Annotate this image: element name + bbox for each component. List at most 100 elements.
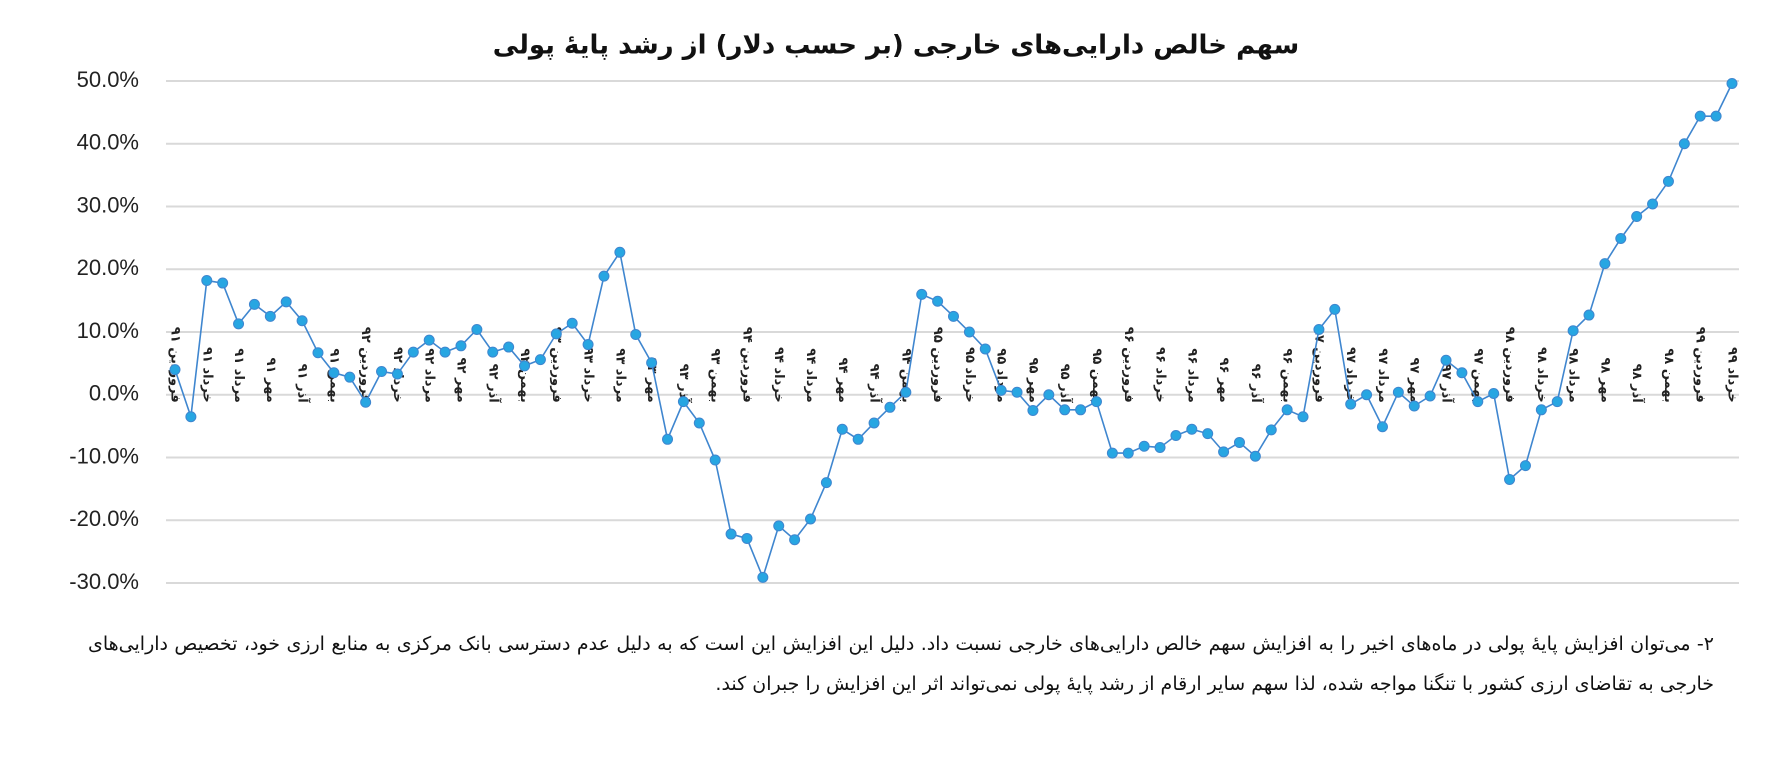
data-point [1059,404,1071,416]
x-tick-label: بهمن ۹۳ [708,348,723,402]
data-point [1424,390,1436,402]
data-point [1678,138,1690,150]
data-point [1075,404,1087,416]
data-point [1694,110,1706,122]
y-tick-label: -10.0% [69,443,139,468]
x-tick-label: مهر ۹۵ [1025,358,1040,403]
data-point [1376,421,1388,433]
data-point [789,534,801,546]
data-point [550,328,562,340]
data-point [519,360,531,372]
data-point [233,318,245,330]
data-point [1647,198,1659,210]
data-point [169,364,181,376]
x-tick-label: آذر ۹۳ [676,364,693,404]
x-tick-label: خرداد ۹۱ [199,347,214,403]
data-point [1329,303,1341,315]
data-point [534,354,546,366]
x-tick-label: مرداد ۹۸ [1566,348,1581,402]
data-point [963,326,975,338]
y-tick-label: -30.0% [69,569,139,594]
x-tick-label: فروردین ۹۵ [930,327,945,403]
data-point [1408,400,1420,412]
x-tick-label: فروردین ۹۲ [358,327,373,403]
data-point [1122,447,1134,459]
data-point [1472,396,1484,408]
data-point [1313,323,1325,335]
data-point [1265,424,1277,436]
data-point [1090,396,1102,408]
data-point [693,417,705,429]
y-tick-label: -20.0% [69,506,139,531]
x-tick-label: خرداد ۹۵ [962,347,977,403]
data-point [662,433,674,445]
x-tick-label: خرداد ۹۴ [771,347,786,403]
data-point [312,347,324,359]
data-point [1662,175,1674,187]
x-tick-label: خرداد ۹۸ [1534,347,1549,403]
data-point [217,277,229,289]
data-point [455,340,467,352]
x-tick-label: بهمن ۹۶ [1280,348,1295,402]
x-tick-label: آذر ۹۱ [295,364,312,404]
data-point [1615,233,1627,245]
x-tick-label: فروردین ۹۶ [1121,327,1136,403]
y-tick-label: 10.0% [77,318,139,343]
x-tick-label: آذر ۹۴ [867,364,884,404]
data-point [1138,440,1150,452]
data-point [1440,354,1452,366]
data-point [741,532,753,544]
x-tick-label: بهمن ۹۷ [1470,348,1485,402]
data-point [1011,386,1023,398]
data-point [582,339,594,351]
y-tick-label: 30.0% [77,192,139,217]
data-point [948,310,959,322]
x-tick-label: بهمن ۹۵ [1089,348,1104,402]
data-point [201,275,213,287]
chart: سهم خالص دارایی‌های خارجی (بر حسب دلار) … [69,31,1740,594]
x-tick-label: مرداد ۹۳ [612,348,627,402]
y-tick-label: 0.0% [89,381,139,406]
data-point [566,317,578,329]
data-point [1631,211,1643,223]
x-tick-label: خرداد ۹۹ [1725,347,1740,403]
x-tick-label: مرداد ۹۲ [422,348,437,402]
x-tick-label: آذر ۹۵ [1057,364,1074,404]
data-point [614,246,626,258]
data-point [1170,430,1182,442]
data-point [1535,404,1547,416]
data-point [709,454,721,466]
data-point [1519,460,1531,472]
data-point [407,346,419,358]
data-point [487,346,499,358]
data-point [1233,436,1245,448]
y-tick-label: 50.0% [77,67,139,92]
data-point [1027,404,1039,416]
data-point [836,423,848,435]
data-point [1583,309,1595,321]
x-tick-label: مهر ۹۴ [835,358,850,403]
data-point [360,396,372,408]
data-point [503,341,515,353]
data-point [1249,450,1261,462]
data-point [1488,387,1500,399]
data-point [598,270,610,282]
y-tick-label: 40.0% [77,130,139,155]
data-point [1551,396,1563,408]
data-point [932,295,944,307]
data-point [1043,389,1055,401]
x-tick-label: آذر ۹۲ [485,364,502,404]
data-point [1710,110,1722,122]
x-tick-label: فروردین ۹۷ [1311,327,1326,403]
x-tick-label: مهر ۹۷ [1407,358,1422,403]
x-tick-label: مهر ۹۳ [644,358,659,403]
data-point [264,310,276,322]
data-point [248,298,260,310]
data-point [423,334,435,346]
data-line [174,83,1733,580]
data-point [391,368,403,380]
x-tick-label: مرداد ۹۱ [231,348,246,402]
data-point [884,401,896,413]
data-point [1186,423,1198,435]
data-point [439,346,451,358]
